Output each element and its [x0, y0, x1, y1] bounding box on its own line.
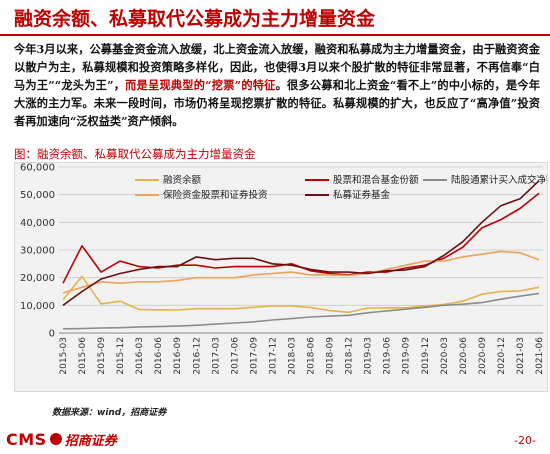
legend-label: 陆股通累计买入成交净额 — [451, 174, 547, 186]
x-tick-label: 2021-06 — [535, 337, 545, 375]
page-title: 融资余额、私募取代公募成为主力增量资金 — [14, 8, 376, 30]
series-line — [62, 275, 540, 314]
y-tick-label: 30,000 — [20, 246, 55, 257]
company-logo: CMS 招商证券 — [6, 428, 117, 450]
y-axis: 0 10,000 20,000 30,000 40,000 50,000 60,000 — [20, 163, 55, 340]
x-tick-label: 2019-09 — [402, 337, 412, 375]
title-divider — [0, 34, 550, 36]
body-text-highlight: 而是呈现典型的“挖票”的特征 — [125, 78, 276, 92]
y-tick-label: 20,000 — [20, 273, 55, 284]
y-tick-label: 10,000 — [20, 301, 55, 312]
x-tick-label: 2020-09 — [478, 337, 488, 375]
series-line — [62, 292, 540, 330]
logo-name: 招商证券 — [64, 433, 117, 449]
x-tick-label: 2018-06 — [307, 337, 317, 375]
legend-label: 私募证券基金 — [333, 189, 391, 201]
chart-caption: 图：融资余额、私募取代公募成为主力增量资金 — [14, 147, 256, 161]
x-tick-label: 2015-12 — [116, 337, 126, 375]
x-tick-label: 2016-06 — [154, 337, 164, 375]
x-tick-label: 2017-09 — [249, 337, 259, 375]
chart-panel: 0 10,000 20,000 30,000 40,000 50,000 60,000 20… — [14, 162, 550, 392]
grid-lines — [59, 166, 543, 334]
x-tick-label: 2019-12 — [421, 337, 431, 375]
x-tick-label: 2015-06 — [78, 337, 88, 375]
page-number: -20- — [514, 434, 536, 447]
x-tick-label: 2019-03 — [364, 337, 374, 375]
series-line — [62, 180, 540, 306]
body-text-part1: 今年3月以来，公募基金资金流入放缓，北上资金流入放缓，融资和私募成为主力增量资金… — [14, 42, 540, 92]
x-tick-label: 2020-12 — [497, 337, 507, 375]
logo-mark-icon — [49, 433, 62, 445]
y-tick-label: 60,000 — [20, 163, 55, 174]
series-line — [62, 250, 540, 294]
x-tick-label: 2017-03 — [211, 337, 221, 375]
y-tick-label: 40,000 — [20, 218, 55, 229]
logo-text: CMS — [6, 429, 47, 449]
x-tick-label: 2016-09 — [173, 337, 183, 375]
x-tick-label: 2016-12 — [192, 337, 202, 375]
x-tick-label: 2020-06 — [459, 337, 469, 375]
legend-label: 融资余额 — [163, 174, 202, 186]
x-tick-label: 2020-03 — [440, 337, 450, 375]
body-paragraph: 今年3月以来，公募基金资金流入放缓，北上资金流入放缓，融资和私募成为主力增量资金… — [14, 40, 540, 130]
x-tick-label: 2017-06 — [230, 337, 240, 375]
x-tick-label: 2018-03 — [287, 337, 297, 375]
x-tick-label: 2018-12 — [345, 337, 355, 375]
x-tick-label: 2017-12 — [268, 337, 278, 375]
legend-label: 保险资金股票和证券投资 — [163, 189, 268, 201]
x-tick-label: 2015-03 — [59, 337, 69, 375]
line-chart: 0 10,000 20,000 30,000 40,000 50,000 60,000 20… — [20, 163, 550, 375]
series-lines — [62, 180, 540, 330]
data-source: 数据来源：wind，招商证券 — [52, 408, 167, 418]
y-tick-label: 50,000 — [20, 190, 55, 201]
x-tick-label: 2021-03 — [516, 337, 526, 375]
x-tick-label: 2015-09 — [97, 337, 107, 375]
x-tick-label: 2019-06 — [383, 337, 393, 375]
y-tick-label: 0 — [49, 329, 55, 340]
x-tick-label: 2018-09 — [326, 337, 336, 375]
x-tick-label: 2016-03 — [135, 337, 145, 375]
legend-label: 股票和混合基金份额 — [333, 174, 419, 186]
x-axis: 2015-03 2015-06 2015-09 2015-12 2016-03 2016-… — [59, 332, 545, 375]
footer: CMS 招商证券 -20- — [0, 428, 550, 454]
body-text-part2: 。很多公募和北上资金“看不上”的中小标的，是今年大涨的主力军。未来一段时间，市场… — [14, 78, 541, 128]
